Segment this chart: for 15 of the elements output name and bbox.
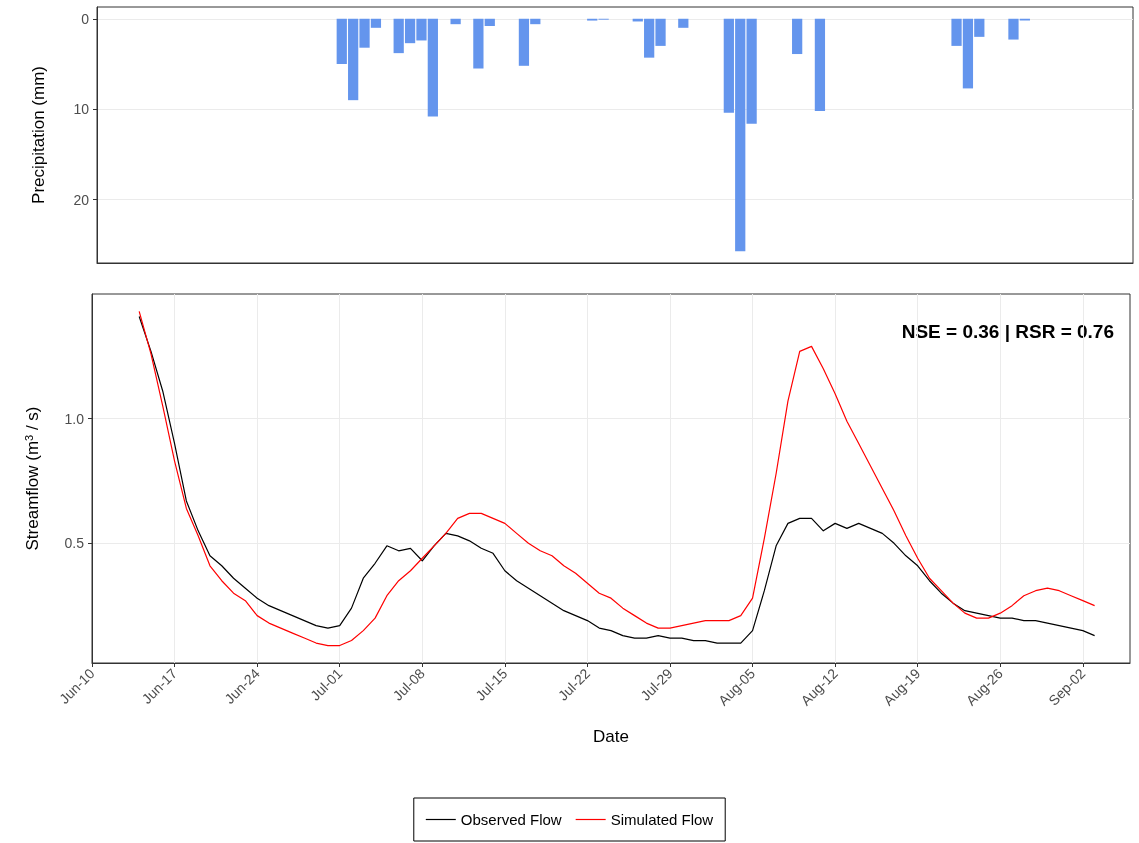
bar [450,18,461,25]
bar [792,18,803,55]
annotation: NSE = 0.36 | RSR = 0.76 [901,321,1115,342]
y-axis-title: Precipitation (mm) [29,66,48,204]
y-tick-label: 20 [73,191,90,208]
legend-label: Simulated Flow [610,811,714,828]
legend-label: Observed Flow [460,811,562,828]
bar [814,18,826,112]
x-axis-title: Date [593,727,629,746]
y-tick-label: 1.0 [64,410,85,427]
y-tick-label: 0 [81,10,90,27]
bar [678,18,689,28]
y-axis-title: Streamflow (m3 / s) [22,406,42,551]
y-tick-label: 0.5 [64,535,85,552]
y-tick-label: 10 [73,101,90,118]
